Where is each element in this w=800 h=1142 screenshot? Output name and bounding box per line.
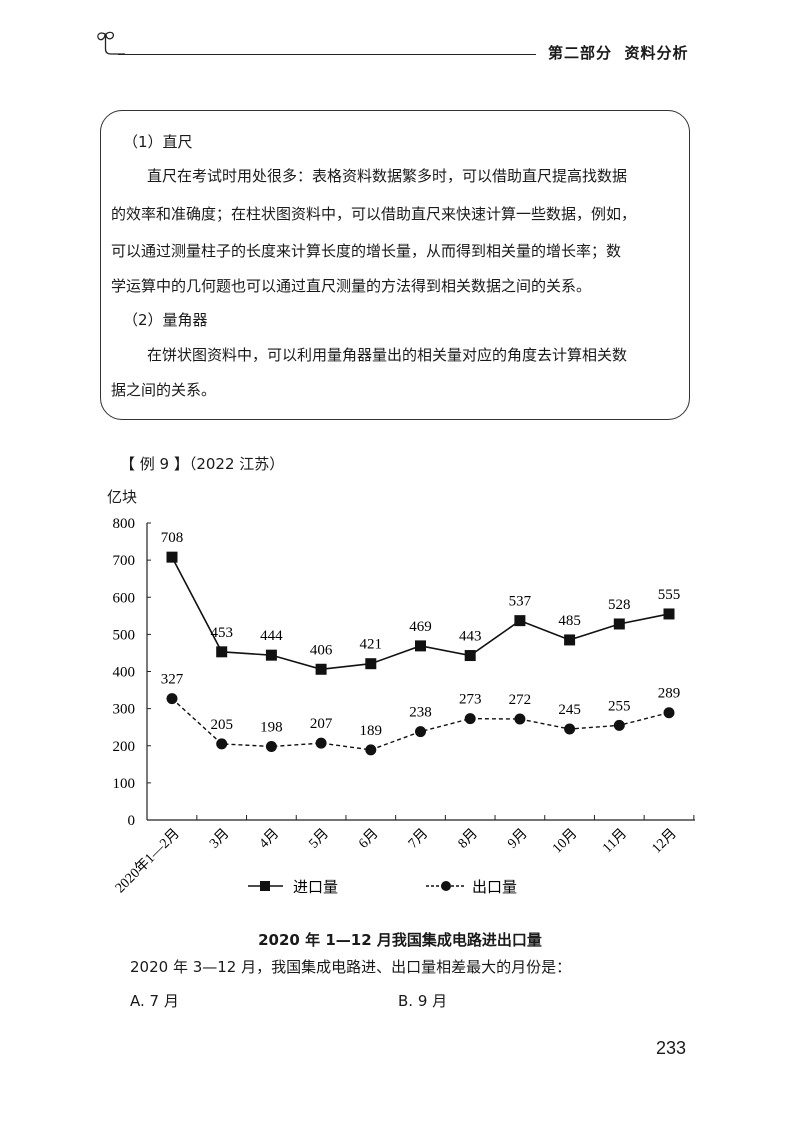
item1-line: 可以通过测量柱子的长度来计算长度的增长量，从而得到相关量的增长率；数 bbox=[111, 242, 622, 260]
data-label: 189 bbox=[360, 723, 383, 739]
data-label: 443 bbox=[459, 629, 482, 645]
chart-title: 2020 年 1—12 月我国集成电路进出口量 bbox=[258, 931, 542, 949]
section-title: 第二部分 资料分析 bbox=[548, 44, 689, 62]
data-label: 708 bbox=[161, 530, 184, 546]
header-rule bbox=[118, 54, 536, 55]
data-point-square bbox=[663, 608, 675, 620]
data-point-square bbox=[315, 663, 327, 675]
y-tick-label: 800 bbox=[113, 516, 136, 532]
data-point-circle bbox=[514, 713, 526, 725]
option-a[interactable]: A. 7 月 bbox=[130, 992, 179, 1010]
page-number: 233 bbox=[656, 1038, 687, 1058]
y-tick-label: 500 bbox=[113, 627, 136, 643]
data-point-circle bbox=[315, 737, 327, 749]
data-point-square bbox=[265, 649, 277, 661]
x-tick-label: 6月 bbox=[355, 826, 381, 852]
data-label: 273 bbox=[459, 692, 482, 708]
data-label: 272 bbox=[509, 692, 532, 708]
data-label: 555 bbox=[658, 587, 681, 603]
data-point-circle bbox=[464, 713, 476, 725]
data-label: 238 bbox=[409, 705, 432, 721]
x-tick-label: 2020年1—2月 bbox=[112, 826, 183, 897]
sprout-icon bbox=[97, 31, 125, 55]
item1-heading: （1）直尺 bbox=[123, 133, 193, 151]
item1-line: 直尺在考试时用处很多：表格资料数据繁多时，可以借助直尺提高找数据 bbox=[147, 167, 628, 185]
y-tick-label: 700 bbox=[113, 553, 136, 569]
data-point-square bbox=[464, 650, 476, 662]
data-label: 469 bbox=[409, 619, 432, 635]
data-label: 421 bbox=[360, 637, 383, 653]
y-tick-label: 200 bbox=[113, 739, 136, 755]
data-label: 485 bbox=[558, 613, 581, 629]
x-tick-label: 7月 bbox=[405, 826, 431, 852]
data-point-square bbox=[613, 618, 625, 630]
y-tick-label: 600 bbox=[113, 590, 136, 606]
x-tick-label: 9月 bbox=[505, 826, 531, 852]
item1-line: 的效率和准确度；在柱状图资料中，可以借助直尺来快速计算一些数据，例如， bbox=[111, 205, 637, 223]
y-tick-label: 100 bbox=[113, 776, 136, 792]
legend-import: 进口量 bbox=[293, 878, 338, 896]
data-point-square bbox=[564, 634, 576, 646]
question-text: 2020 年 3—12 月，我国集成电路进、出口量相差最大的月份是： bbox=[130, 958, 572, 976]
data-label: 528 bbox=[608, 597, 631, 613]
data-label: 537 bbox=[509, 594, 532, 610]
x-tick-label: 3月 bbox=[206, 826, 232, 852]
data-point-circle bbox=[663, 707, 675, 719]
data-point-square bbox=[216, 646, 228, 658]
x-tick-label: 11月 bbox=[599, 826, 630, 857]
data-label: 327 bbox=[161, 672, 184, 688]
legend-export: 出口量 bbox=[472, 878, 517, 896]
x-tick-label: 10月 bbox=[549, 826, 580, 857]
data-label: 207 bbox=[310, 716, 333, 732]
data-point-circle bbox=[564, 723, 576, 735]
legend-square-icon bbox=[260, 881, 270, 891]
example-label: 【 例 9 】（2022 江苏） bbox=[120, 455, 285, 473]
data-point-square bbox=[166, 551, 178, 563]
item2-line: 据之间的关系。 bbox=[111, 381, 217, 399]
data-label: 444 bbox=[260, 628, 283, 644]
data-label: 205 bbox=[210, 717, 233, 733]
legend-circle-icon bbox=[441, 881, 451, 891]
y-axis-unit: 亿块 bbox=[107, 488, 138, 506]
x-tick-label: 8月 bbox=[455, 826, 481, 852]
import-line bbox=[171, 556, 670, 671]
x-tick-label: 12月 bbox=[649, 826, 680, 857]
data-point-circle bbox=[166, 693, 178, 705]
data-point-circle bbox=[265, 740, 277, 752]
data-label: 289 bbox=[658, 686, 681, 702]
x-tick-label: 4月 bbox=[256, 826, 282, 852]
line-chart: 0 100 200 300 400 500 600 700 800 2020年1—2月 3月 4月 5月… bbox=[112, 516, 695, 897]
y-tick-label: 0 bbox=[128, 813, 136, 829]
data-point-square bbox=[514, 615, 526, 627]
item2-heading: （2）量角器 bbox=[123, 311, 208, 329]
data-point-circle bbox=[365, 744, 377, 756]
option-b[interactable]: B. 9 月 bbox=[398, 992, 448, 1010]
item1-line: 学运算中的几何题也可以通过直尺测量的方法得到相关数据之间的关系。 bbox=[111, 277, 592, 295]
data-label: 255 bbox=[608, 698, 631, 714]
data-point-circle bbox=[415, 726, 426, 738]
item2-line: 在饼状图资料中，可以利用量角器量出的相关量对应的角度去计算相关数 bbox=[147, 346, 628, 364]
tip-box: （1）直尺 直尺在考试时用处很多：表格资料数据繁多时，可以借助直尺提高找数据 的… bbox=[100, 110, 690, 420]
data-point-circle bbox=[216, 738, 228, 750]
data-label: 245 bbox=[558, 702, 581, 718]
y-tick-label: 300 bbox=[113, 702, 136, 718]
y-tick-label: 400 bbox=[113, 665, 136, 681]
data-point-square bbox=[415, 640, 426, 652]
data-point-square bbox=[365, 658, 377, 670]
data-label: 406 bbox=[310, 642, 333, 658]
data-point-circle bbox=[613, 719, 625, 731]
x-tick-label: 5月 bbox=[306, 826, 332, 852]
data-label: 198 bbox=[260, 719, 283, 735]
data-label: 453 bbox=[210, 625, 233, 641]
